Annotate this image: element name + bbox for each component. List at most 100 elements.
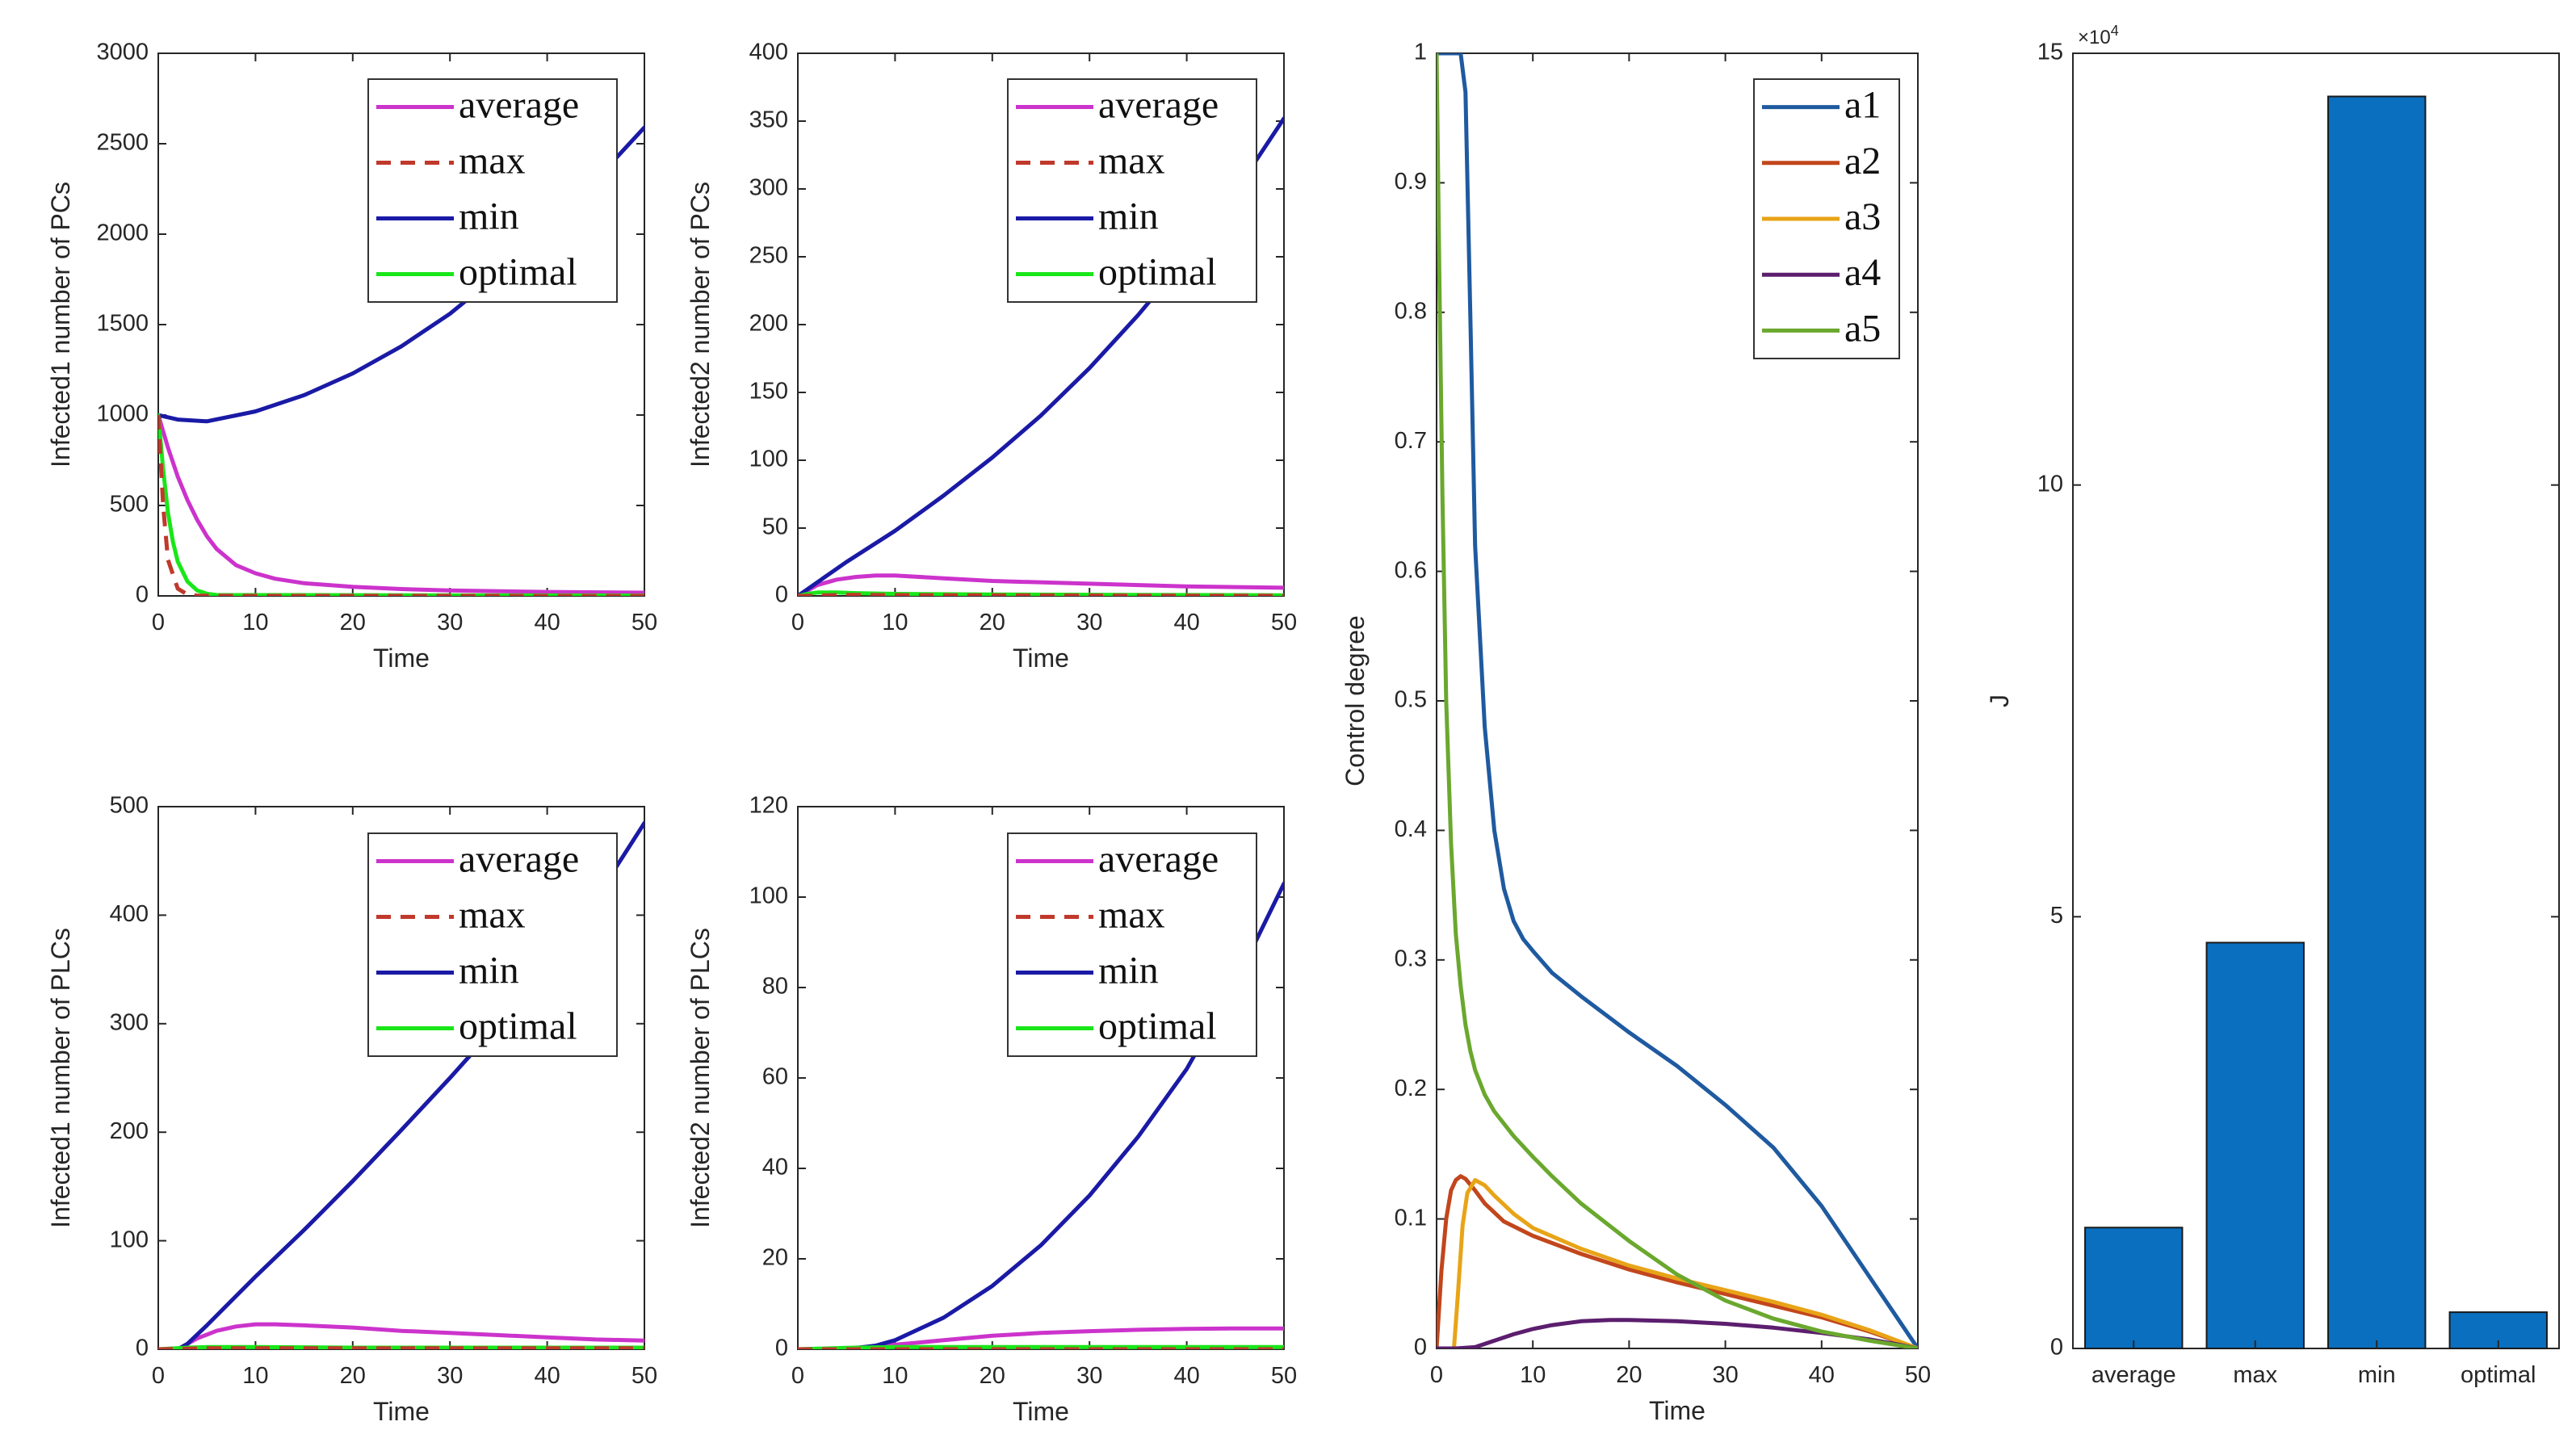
legend: average max min optimal (1007, 78, 1257, 303)
legend-label-min: min (459, 195, 519, 238)
series-average (798, 573, 1284, 596)
x-tick-label: 20 (980, 1363, 1005, 1389)
y-tick-label: 400 (749, 40, 788, 65)
y-tick-label: 1000 (96, 401, 149, 427)
y-tick-label: 300 (110, 1009, 149, 1035)
y-tick-label: 0.1 (1395, 1205, 1427, 1231)
series-group (1437, 53, 1918, 1348)
series-optimal (158, 413, 644, 596)
y-tick-label: 0.3 (1395, 946, 1427, 971)
legend-label-max: max (459, 894, 526, 937)
chart-p4: 0 20 40 60 80 100 120 0 10 20 30 40 50 Time Infected2 … (686, 793, 1297, 1426)
series-average (158, 1322, 644, 1349)
chart-p2: 0 50 100 150 200 250 300 350 400 0 10 20 30 40 50 Time I… (686, 40, 1297, 673)
x-tick-label: 40 (1173, 1363, 1199, 1389)
y-tick-label: 200 (749, 311, 788, 337)
x-tick-label: 10 (242, 1363, 268, 1389)
series-a3 (1437, 1178, 1918, 1348)
x-axis-label: Time (1649, 1396, 1705, 1425)
x-tick-label: 10 (242, 610, 268, 635)
y-axis-label: Control degree (1340, 615, 1370, 786)
x-tick-label: 0 (1430, 1362, 1443, 1388)
legend: average max min optimal (367, 832, 618, 1057)
legend: average max min optimal (1007, 832, 1257, 1057)
chart-p5: 00.10.20.30.40.50.60.70.80.910 10 20 30 40 50… (1340, 40, 1931, 1425)
y-tick-label: 0 (1414, 1335, 1427, 1361)
x-tick-label: 40 (534, 610, 560, 635)
y-axis-label: Infected2 number of PCs (686, 182, 715, 468)
x-tick-label: 50 (1271, 1363, 1297, 1389)
legend-label-min: min (459, 950, 519, 992)
y-tick-label: 1 (1414, 40, 1427, 65)
y-axis-label: Infected2 number of PLCs (686, 928, 715, 1228)
x-tick-label: 50 (631, 610, 657, 635)
y-tick-label: 500 (110, 793, 149, 819)
y-tick-label: 2000 (96, 220, 149, 246)
x-axis-label: Time (373, 644, 430, 673)
y-tick-label: 0 (136, 1336, 149, 1361)
y-tick-label: 0 (2050, 1335, 2063, 1361)
bar-average (2084, 1227, 2184, 1349)
x-tick-label: 10 (1520, 1362, 1546, 1388)
legend-box (1007, 78, 1257, 303)
x-tick-label: 0 (791, 610, 804, 635)
legend-label-a2: a2 (1844, 140, 1881, 182)
x-tick-label: 50 (1905, 1362, 1931, 1388)
y-tick-label: 120 (749, 793, 788, 819)
x-tick-label: 30 (1712, 1362, 1738, 1388)
legend-label-average: average (1098, 84, 1219, 127)
legend-label-optimal: optimal (459, 1005, 577, 1048)
x-tick-label: average (2091, 1362, 2176, 1388)
y-tick-label: 150 (749, 379, 788, 405)
series-a1 (1437, 53, 1918, 1348)
legend-label-max: max (1098, 140, 1165, 182)
x-axis-label: Time (1013, 1397, 1069, 1426)
series-group (158, 125, 644, 596)
x-tick-label: 40 (534, 1363, 560, 1389)
series-a5 (1437, 53, 1918, 1348)
y-tick-label: 0.4 (1395, 816, 1427, 842)
bar-min (2327, 95, 2427, 1349)
y-axis-label: Infected1 number of PCs (46, 182, 75, 468)
series-a2 (1437, 1174, 1918, 1348)
legend-label-average: average (1098, 838, 1219, 881)
x-tick-label: 0 (152, 610, 165, 635)
x-tick-label: 20 (340, 1363, 366, 1389)
y-tick-label: 0 (136, 582, 149, 608)
y-tick-label: 10 (2037, 471, 2063, 497)
legend-label-max: max (459, 140, 526, 182)
y-tick-label: 60 (762, 1064, 788, 1090)
y-tick-label: 15 (2037, 40, 2063, 65)
bar-max (2205, 941, 2305, 1349)
legend-label-optimal: optimal (459, 251, 577, 294)
legend-label-average: average (459, 838, 579, 881)
x-tick-label: 30 (437, 1363, 463, 1389)
y-tick-label: 40 (762, 1155, 788, 1181)
x-tick-label: 10 (882, 610, 908, 635)
x-tick-label: 30 (1076, 610, 1102, 635)
legend-label-optimal: optimal (1098, 1005, 1217, 1048)
y-tick-label: 400 (110, 901, 149, 927)
y-tick-label: 3000 (96, 40, 149, 65)
x-tick-label: 50 (1271, 610, 1297, 635)
legend-label-a1: a1 (1844, 84, 1881, 127)
x-axis-label: Time (1013, 644, 1069, 673)
y-tick-label: 0.5 (1395, 687, 1427, 713)
legend-label-a5: a5 (1844, 307, 1881, 350)
chart-p3: 0 100 200 300 400 500 0 10 20 30 40 50 Time Infected1… (46, 793, 657, 1426)
legend-label-average: average (459, 84, 579, 127)
legend-label-optimal: optimal (1098, 251, 1217, 294)
y-tick-label: 80 (762, 974, 788, 1000)
x-tick-label: 20 (340, 610, 366, 635)
legend-label-max: max (1098, 894, 1165, 937)
x-tick-label: max (2233, 1362, 2277, 1388)
y-axis-label: J (1985, 694, 2014, 707)
legend-label-a3: a3 (1844, 195, 1881, 238)
exponent-label: ×104 (2078, 23, 2119, 48)
legend-box (367, 78, 618, 303)
series-max (158, 1346, 644, 1349)
x-tick-label: 20 (1616, 1362, 1642, 1388)
legend-label-min: min (1098, 950, 1159, 992)
